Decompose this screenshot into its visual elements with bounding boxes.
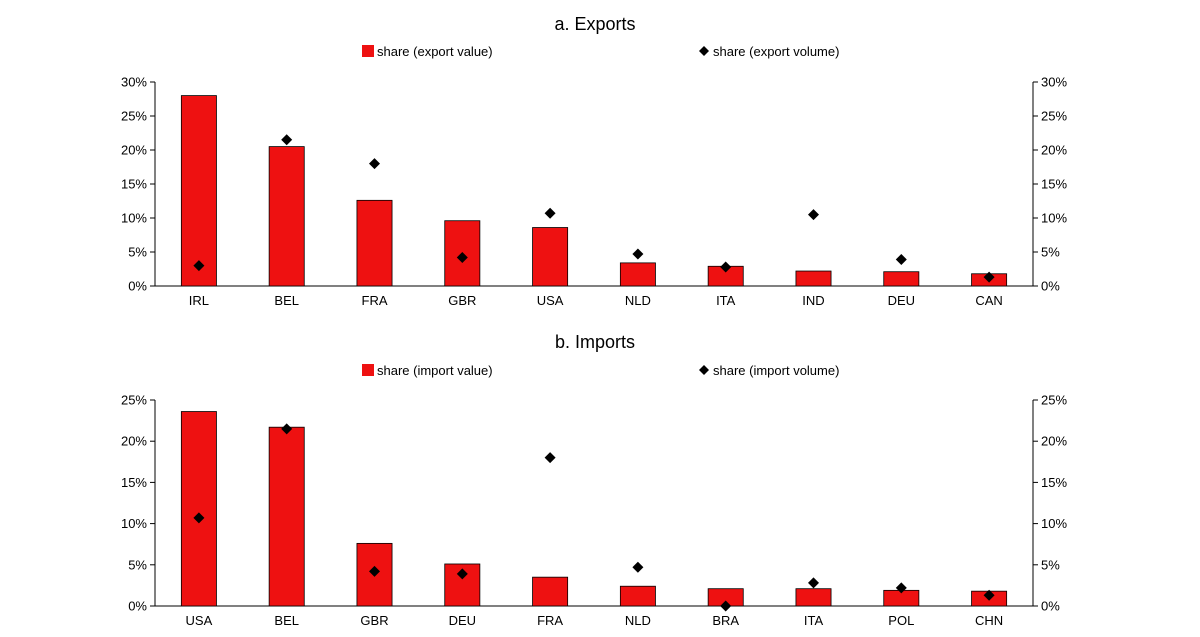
volume-point [808, 209, 819, 221]
y-tick-label-right: 10% [1041, 211, 1067, 226]
volume-point [720, 261, 732, 273]
y-tick-label-right: 25% [1041, 109, 1067, 124]
x-tick-label: DEU [449, 613, 476, 628]
x-tick-label: BEL [274, 293, 299, 308]
volume-point [281, 134, 293, 146]
x-tick-label: CHN [975, 613, 1003, 628]
y-tick-label-left: 15% [121, 475, 147, 490]
y-tick-label-left: 15% [121, 177, 147, 192]
y-tick-label-right: 15% [1041, 177, 1067, 192]
value-bar [356, 199, 393, 287]
y-tick-label-right: 20% [1041, 434, 1067, 449]
volume-point [632, 248, 644, 260]
y-tick-label-right: 15% [1041, 475, 1067, 490]
x-tick-label: FRA [537, 613, 563, 628]
volume-point [983, 589, 995, 601]
imports-panel: b. Imports share (import value) share (i… [121, 332, 1067, 628]
y-tick-label-left: 25% [121, 393, 147, 408]
y-tick-label-left: 5% [128, 557, 147, 572]
value-bar [619, 262, 656, 287]
legend-label-volume: share (export volume) [713, 44, 839, 59]
x-tick-label: USA [186, 613, 213, 628]
x-tick-label: GBR [448, 293, 476, 308]
x-tick-label: GBR [360, 613, 388, 628]
value-bar [532, 576, 569, 607]
volume-point [193, 512, 205, 524]
legend-marker-volume [699, 365, 709, 375]
value-bar [180, 95, 217, 287]
volume-point [808, 577, 819, 589]
x-tick-label: CAN [975, 293, 1002, 308]
x-tick-label: NLD [625, 293, 651, 308]
x-tick-label: POL [888, 613, 914, 628]
x-tick-label: IRL [189, 293, 209, 308]
value-bar [883, 271, 920, 287]
x-tick-label: NLD [625, 613, 651, 628]
legend-label-value: share (export value) [377, 44, 493, 59]
volume-point [544, 452, 556, 464]
x-tick-label: BEL [274, 613, 299, 628]
value-bar [532, 227, 569, 287]
volume-point [369, 158, 380, 170]
volume-point [193, 260, 205, 272]
y-tick-label-left: 0% [128, 599, 147, 614]
x-tick-label: USA [537, 293, 564, 308]
value-bar [795, 588, 832, 607]
y-tick-label-left: 0% [128, 279, 147, 294]
legend-marker-volume [699, 46, 709, 56]
x-tick-label: BRA [712, 613, 739, 628]
chart-title: b. Imports [555, 332, 635, 352]
y-tick-label-right: 25% [1041, 393, 1067, 408]
y-tick-label-right: 0% [1041, 599, 1060, 614]
volume-point [369, 565, 380, 577]
exports-panel: a. Exports share (export value) share (e… [121, 14, 1067, 308]
y-tick-label-left: 20% [121, 434, 147, 449]
y-tick-label-left: 10% [121, 516, 147, 531]
x-tick-label: ITA [804, 613, 824, 628]
y-tick-label-left: 10% [121, 211, 147, 226]
x-tick-label: DEU [888, 293, 915, 308]
x-tick-label: IND [802, 293, 824, 308]
chart-title: a. Exports [554, 14, 635, 34]
value-bar [268, 146, 305, 287]
volume-point [632, 561, 644, 573]
y-tick-label-left: 25% [121, 109, 147, 124]
y-tick-label-right: 10% [1041, 516, 1067, 531]
volume-point [895, 582, 907, 594]
y-tick-label-right: 0% [1041, 279, 1060, 294]
y-tick-label-left: 30% [121, 75, 147, 90]
volume-point [720, 600, 732, 612]
x-tick-label: ITA [716, 293, 736, 308]
value-bar [619, 585, 656, 607]
legend-swatch-value [362, 364, 374, 376]
y-tick-label-left: 5% [128, 245, 147, 260]
volume-point [544, 207, 556, 219]
y-tick-label-right: 20% [1041, 143, 1067, 158]
value-bar [268, 426, 305, 607]
volume-point [281, 423, 293, 435]
value-bar [180, 411, 217, 607]
volume-point [456, 251, 468, 263]
y-tick-label-right: 5% [1041, 245, 1060, 260]
value-bar [795, 270, 832, 287]
y-tick-label-right: 5% [1041, 557, 1060, 572]
x-tick-label: FRA [362, 293, 388, 308]
volume-point [456, 568, 468, 580]
legend-label-volume: share (import volume) [713, 363, 839, 378]
volume-point [983, 271, 995, 283]
legend-label-value: share (import value) [377, 363, 493, 378]
legend-swatch-value [362, 45, 374, 57]
y-tick-label-right: 30% [1041, 75, 1067, 90]
volume-point [895, 253, 907, 265]
y-tick-label-left: 20% [121, 143, 147, 158]
